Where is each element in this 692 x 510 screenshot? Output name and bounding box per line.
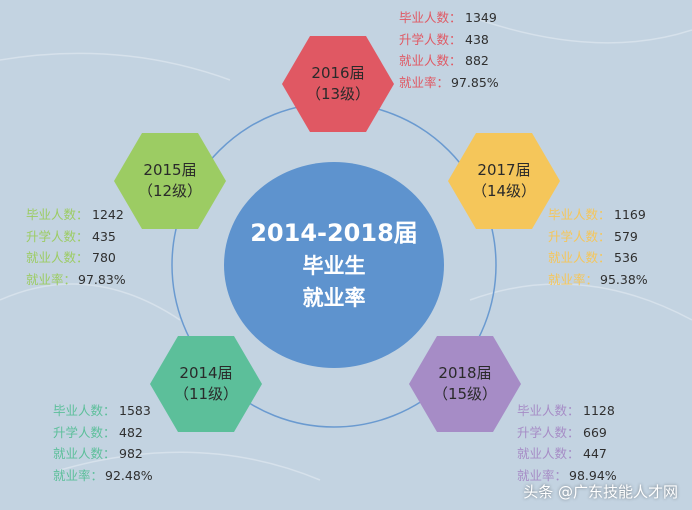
stat-row-graduates: 毕业人数： 1128 <box>517 403 615 418</box>
hexagon-title: 2015届 <box>143 161 197 179</box>
stat-row-rate: 就业率： 95.38% <box>548 271 648 287</box>
hexagon-subtitle: （14级） <box>471 182 537 200</box>
stat-row-graduates: 毕业人数： 1583 <box>53 403 151 418</box>
stats-2014: 毕业人数： 1583 升学人数： 482 就业人数： 982 就业率： 92.48% <box>53 400 153 486</box>
stat-row-employed: 就业人数： 982 <box>53 446 143 461</box>
hexagon-subtitle: （12级） <box>137 182 203 200</box>
stat-row-employed: 就业人数： 882 <box>399 53 489 68</box>
stat-row-employed: 就业人数： 536 <box>548 250 638 265</box>
stat-row-further-study: 升学人数： 669 <box>517 424 607 440</box>
stat-row-further-study: 升学人数： 438 <box>399 31 489 47</box>
stat-row-rate: 就业率： 98.94% <box>517 467 617 483</box>
stat-row-rate: 就业率： 92.48% <box>53 467 153 483</box>
stat-row-further-study: 升学人数： 482 <box>53 424 143 440</box>
center-subtitle-graduates: 毕业生 <box>302 254 366 278</box>
stats-2016: 毕业人数： 1349 升学人数： 438 就业人数： 882 就业率： 97.85% <box>399 7 499 93</box>
center-circle: 2014-2018届 毕业生 就业率 <box>224 162 444 368</box>
stat-row-employed: 就业人数： 447 <box>517 446 607 461</box>
stat-row-further-study: 升学人数： 435 <box>26 228 116 244</box>
watermark: 头条 @广东技能人才网 <box>523 483 678 501</box>
hexagon-title: 2018届 <box>438 364 492 382</box>
hexagon-title: 2014届 <box>179 364 233 382</box>
center-subtitle-rate: 就业率 <box>302 286 366 310</box>
stats-2017: 毕业人数： 1169 升学人数： 579 就业人数： 536 就业率： 95.38% <box>548 204 648 290</box>
stat-row-graduates: 毕业人数： 1169 <box>548 207 646 222</box>
hexagon-subtitle: （11级） <box>173 385 239 403</box>
hexagon-2014: 2014届 （11级） <box>150 336 262 432</box>
hexagon-title: 2016届 <box>311 64 365 82</box>
hexagon-title: 2017届 <box>477 161 531 179</box>
stat-row-employed: 就业人数： 780 <box>26 250 116 265</box>
stats-2018: 毕业人数： 1128 升学人数： 669 就业人数： 447 就业率： 98.94% <box>517 400 617 486</box>
stat-row-graduates: 毕业人数： 1242 <box>26 207 124 222</box>
hexagon-subtitle: （13级） <box>305 85 371 103</box>
stat-row-rate: 就业率： 97.85% <box>399 74 499 90</box>
center-title: 2014-2018届 <box>250 219 418 247</box>
stat-row-further-study: 升学人数： 579 <box>548 228 638 244</box>
stats-2015: 毕业人数： 1242 升学人数： 435 就业人数： 780 就业率： 97.83% <box>26 204 126 290</box>
hexagon-subtitle: （15级） <box>432 385 498 403</box>
hexagon-2015: 2015届 （12级） <box>114 133 226 229</box>
stat-row-rate: 就业率： 97.83% <box>26 271 126 287</box>
stat-row-graduates: 毕业人数： 1349 <box>399 10 497 25</box>
